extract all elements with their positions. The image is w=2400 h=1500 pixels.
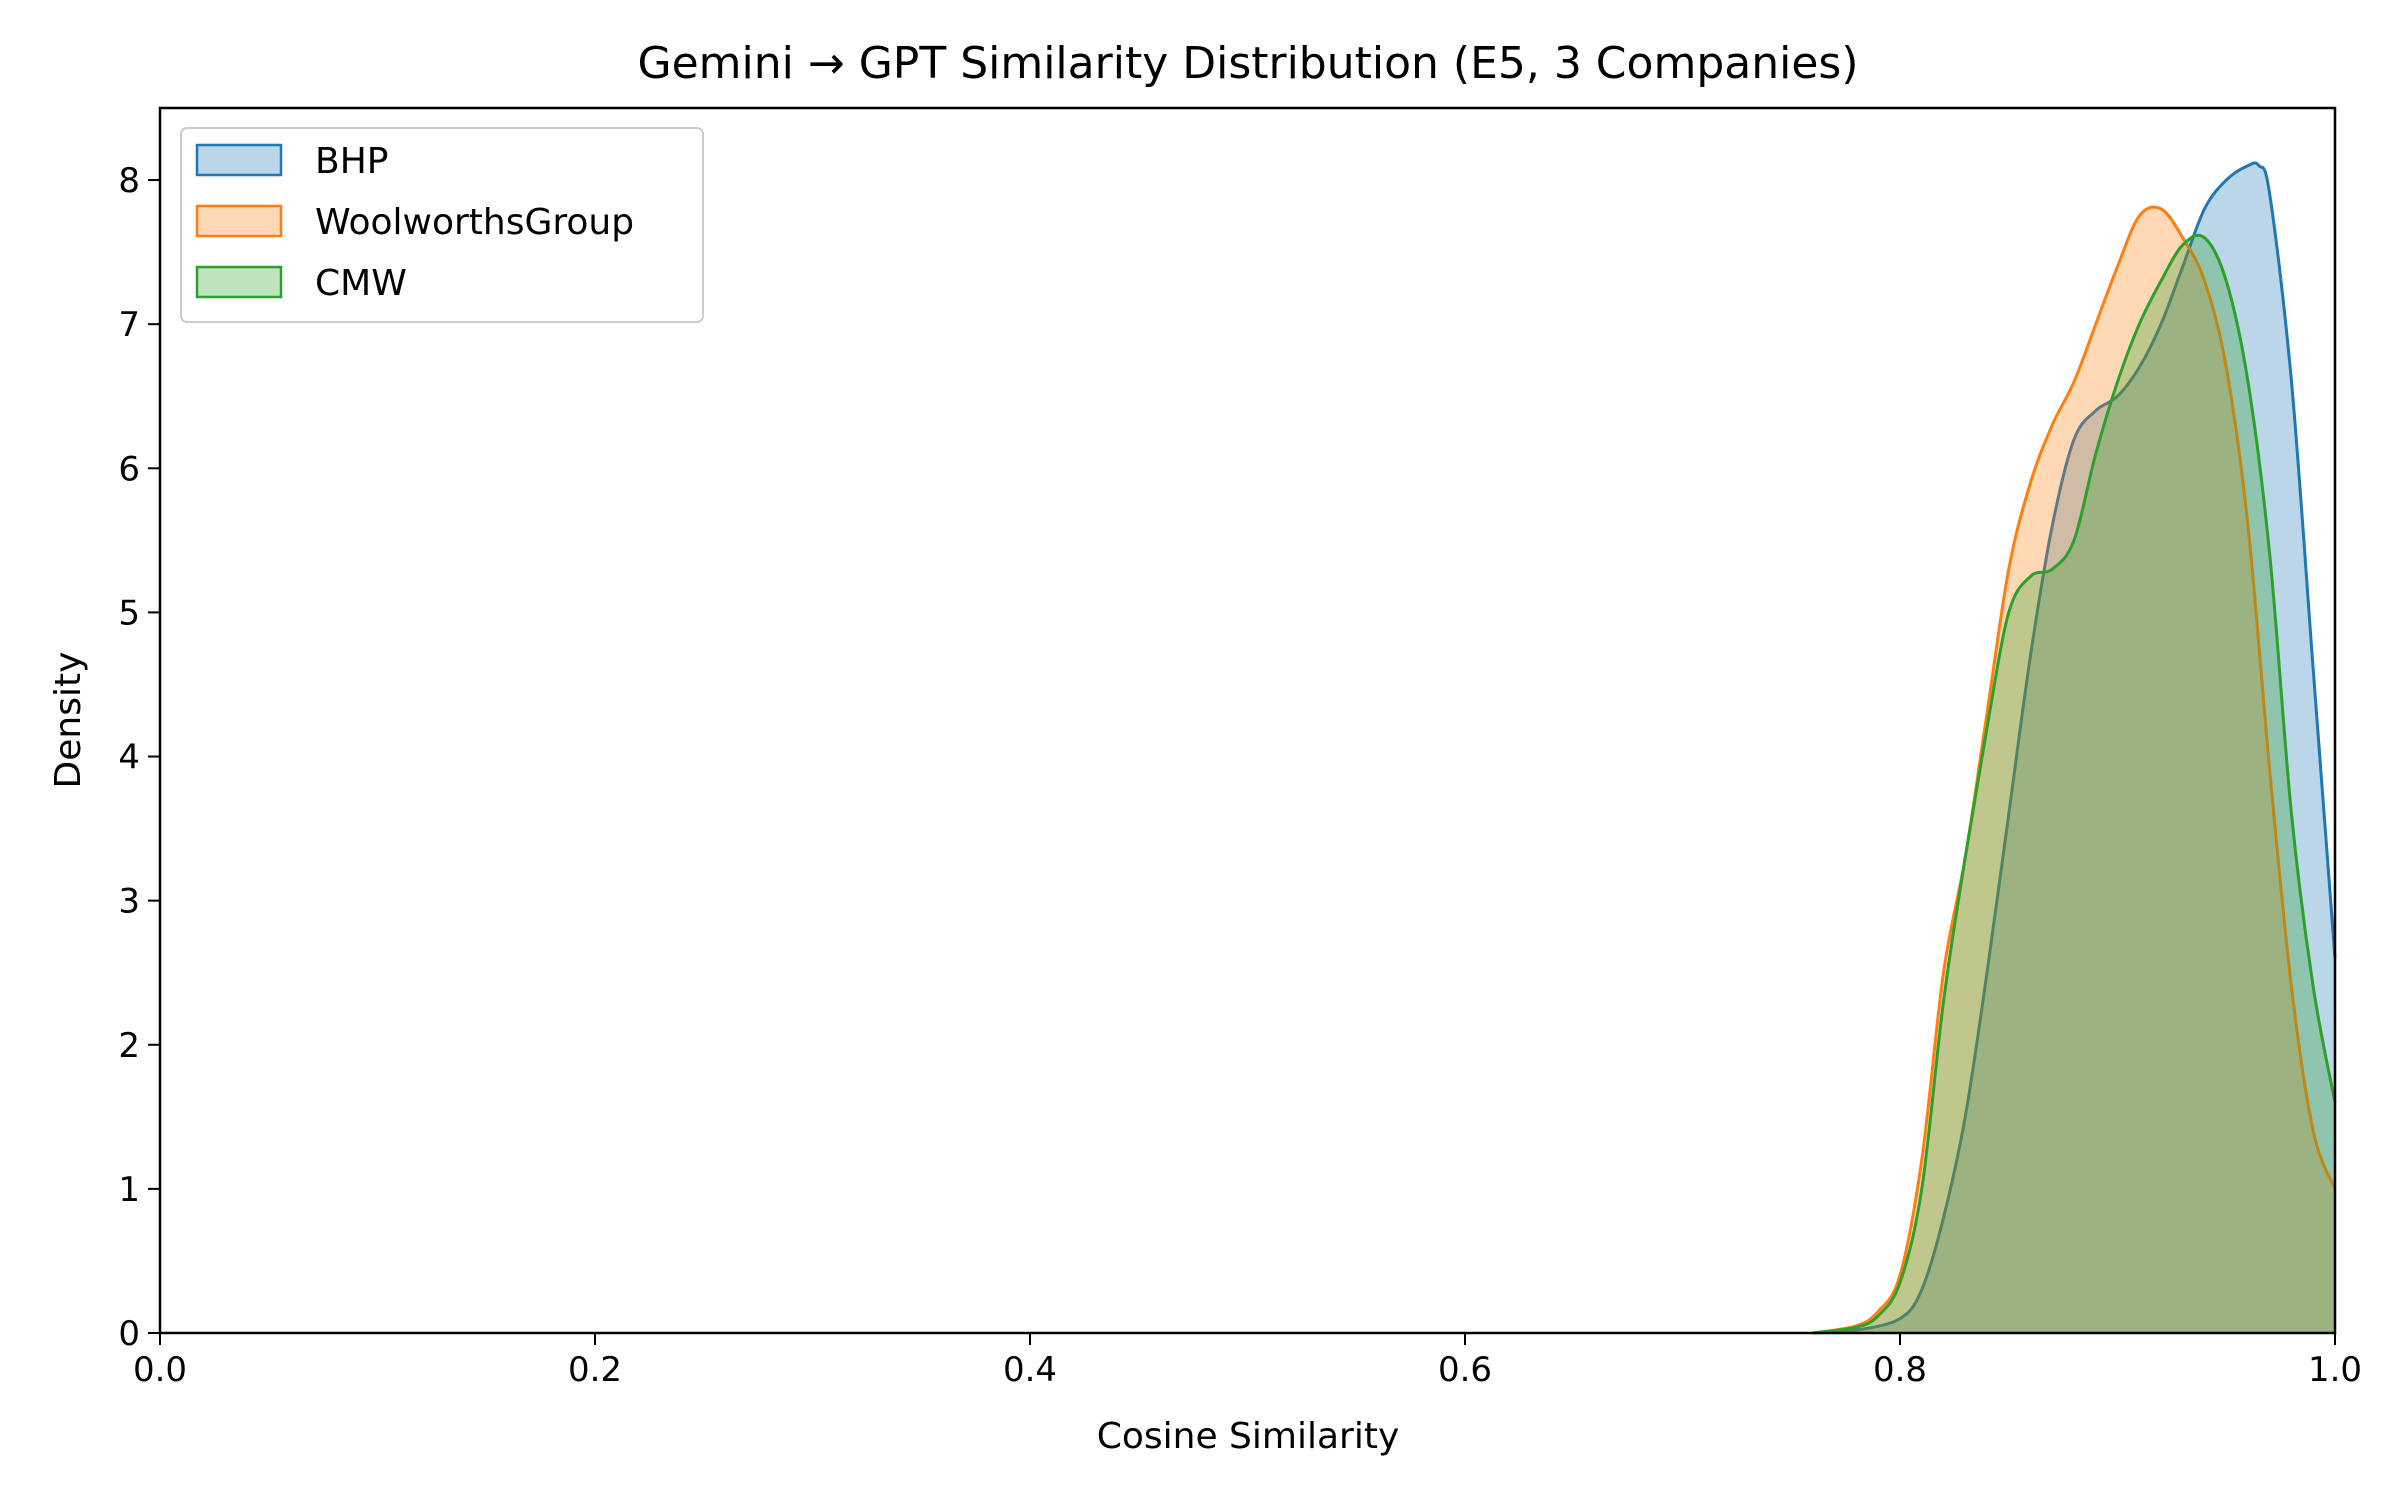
plot-series: [1812, 161, 2337, 1335]
y-tick-label: 1: [118, 1170, 140, 1210]
legend-label-bhp: BHP: [315, 141, 388, 182]
x-axis-label: Cosine Similarity: [1097, 1416, 1400, 1457]
series-line-cmw: [1812, 233, 2337, 1335]
legend-label-woolworthsgroup: WoolworthsGroup: [315, 202, 634, 243]
legend-swatch-bhp: [195, 143, 283, 177]
legend-item-cmw: CMW: [195, 263, 407, 304]
x-tick-label: 0.0: [133, 1350, 187, 1390]
y-tick-label: 5: [118, 593, 140, 633]
series-line-bhp: [1812, 161, 2337, 1335]
legend-swatch-cmw: [195, 265, 283, 299]
plot-frame: [158, 106, 2337, 1335]
series-area-bhp: [1813, 162, 2335, 1333]
x-axis: 0.0 0.2 0.4 0.6 0.8 1.0: [133, 1333, 2362, 1390]
y-tick-label: 7: [118, 305, 140, 345]
y-tick-label: 4: [118, 738, 140, 778]
y-tick-label: 3: [118, 882, 140, 922]
y-tick-label: 2: [118, 1026, 140, 1066]
y-axis: 0 1 2 3 4 5 6 7 8: [118, 161, 160, 1354]
x-tick-label: 1.0: [2308, 1350, 2362, 1390]
y-tick-label: 6: [118, 449, 140, 489]
x-tick-label: 0.4: [1003, 1350, 1057, 1390]
legend-item-woolworthsgroup: WoolworthsGroup: [195, 202, 634, 243]
x-tick-label: 0.8: [1873, 1350, 1927, 1390]
legend-label-cmw: CMW: [315, 263, 407, 304]
legend-item-bhp: BHP: [195, 141, 388, 182]
series-line-woolworthsgroup: [1812, 205, 2337, 1335]
series-area-cmw: [1813, 235, 2335, 1333]
legend-frame: [180, 127, 704, 323]
legend-swatch-woolworthsgroup: [195, 204, 283, 238]
chart-title: Gemini → GPT Similarity Distribution (E5…: [638, 38, 1859, 89]
legend: BHP WoolworthsGroup CMW: [180, 127, 704, 323]
x-tick-label: 0.2: [568, 1350, 622, 1390]
y-axis-label: Density: [48, 652, 89, 789]
x-tick-label: 0.6: [1438, 1350, 1492, 1390]
y-tick-label: 8: [118, 161, 140, 201]
series-area-woolworthsgroup: [1813, 207, 2335, 1334]
y-tick-label: 0: [118, 1314, 140, 1354]
